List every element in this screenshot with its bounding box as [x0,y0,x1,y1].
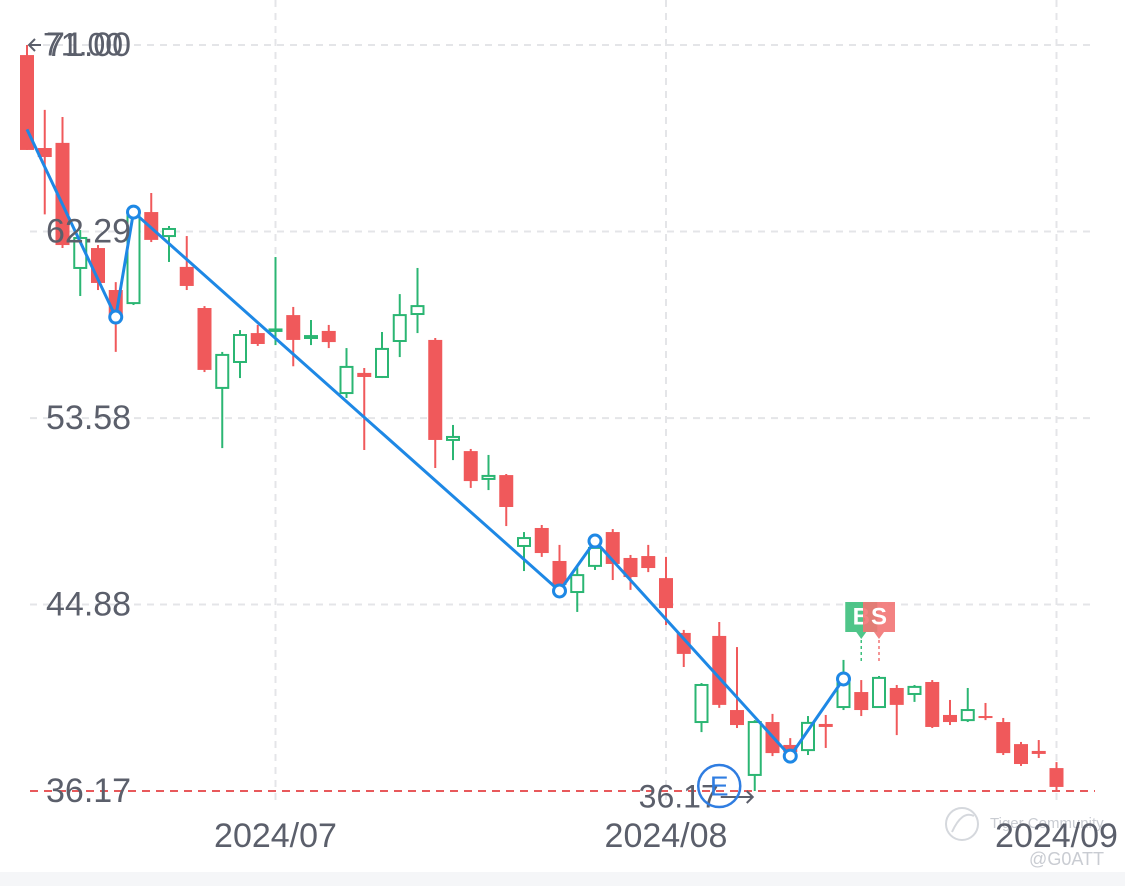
candle-body [304,335,318,340]
zigzag-point [782,748,798,764]
candle-body [943,714,957,723]
candle-body [623,557,638,578]
bottom-strip [0,872,1125,886]
candle-body [392,314,407,343]
candle-body [179,266,194,286]
watermark: Tiger Community [990,815,1104,832]
candle-body [588,546,602,567]
candle-body [889,687,904,705]
candle-body [428,339,443,440]
watermark-logo [945,807,979,841]
candle-body [481,474,496,480]
zigzag-point [126,204,141,220]
zigzag-point [108,309,124,325]
candle-body [410,305,425,316]
candle-body [783,744,798,753]
candle-body [676,632,691,654]
candle-body [641,556,656,569]
candle-body [712,635,727,705]
high-label: 71.00 [43,26,123,62]
candle-body [659,578,673,609]
high-arrow [27,38,41,52]
event-marker [697,763,742,809]
y-tick-label: 62.29 [46,213,131,251]
candle-body [162,227,176,238]
candle-body [1049,768,1064,787]
x-tick-label: 2024/07 [214,817,337,855]
candle-body [286,315,301,340]
candle-body [37,148,52,158]
candle-body [375,347,389,378]
candle-body [552,560,567,585]
candle-body [321,330,336,343]
candle-body [747,721,762,776]
candle-body [517,537,531,547]
candle-body [55,142,70,246]
candle-body [339,365,354,395]
candle-body [446,435,460,441]
candle-body [854,692,869,711]
candle-body [534,527,549,554]
candle-body [996,722,1011,754]
candle-body [925,681,940,727]
candle-body [20,55,34,150]
candle-body [872,676,886,709]
candle-body [463,451,478,482]
y-tick-label: 53.58 [46,399,131,437]
candle-body [250,333,265,344]
candle-body [357,372,372,377]
flag-label: S [871,603,887,630]
low-label: 36.17 [639,778,719,814]
candle-body [570,574,585,594]
x-tick-label: 2024/09 [995,817,1118,855]
flag [863,602,895,639]
candle-body [907,685,922,695]
grid [30,0,1095,800]
candle-body [730,710,744,726]
candle-body [818,723,833,727]
candle-body [1031,750,1046,754]
candle-body [499,475,514,507]
candle-body [1014,744,1028,765]
candle-body [215,353,230,389]
zigzag-point [587,533,603,549]
zigzag-point [552,583,567,599]
candle-body [960,709,975,722]
y-tick-label: 71.00 [46,26,131,64]
candle-body [233,334,247,363]
x-tick-label: 2024/08 [605,817,728,855]
candle-body [694,683,709,724]
zigzag-point [836,671,851,687]
event-label: E [710,770,729,801]
candle-body [268,328,283,332]
candle-body [978,716,993,719]
candle-body [197,308,212,370]
y-tick-label: 44.88 [46,585,131,623]
y-tick-label: 36.17 [46,772,131,810]
credit: @G0ATT [1029,849,1104,869]
